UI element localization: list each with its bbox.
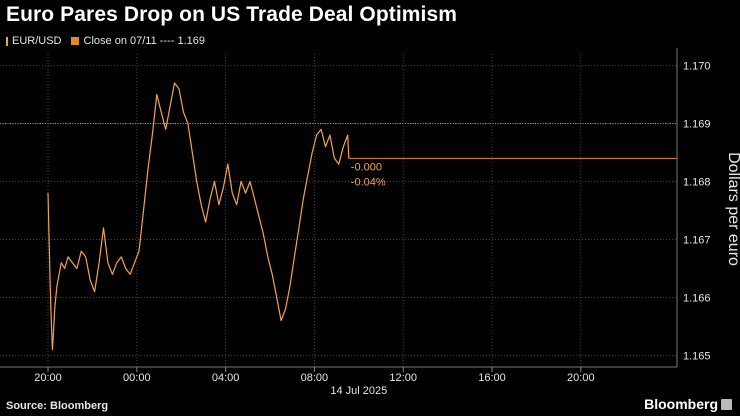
brand-mark-icon — [721, 398, 732, 410]
x-tick-label: 20:00 — [34, 372, 62, 384]
x-tick-label: 16:00 — [478, 372, 506, 384]
y-tick-label: 1.170 — [683, 61, 711, 73]
legend: EUR/USD Close on 07/11 ---- 1.169 — [6, 35, 214, 47]
legend-item-eurusd: EUR/USD — [6, 35, 62, 47]
x-tick-label: 20:00 — [567, 372, 595, 384]
x-date-label: 14 Jul 2025 — [330, 385, 387, 397]
legend-series-label: EUR/USD — [12, 35, 62, 47]
y-tick-label: 1.166 — [683, 292, 711, 304]
chart-title: Euro Pares Drop on US Trade Deal Optimis… — [6, 3, 458, 26]
brand-logo: Bloomberg — [644, 396, 732, 412]
x-tick-label: 12:00 — [389, 372, 417, 384]
change-annotation: -0.000 — [351, 161, 382, 173]
series-swatch — [6, 36, 8, 46]
series-line-eurusd — [47, 82, 350, 351]
x-tick-label: 00:00 — [123, 372, 151, 384]
legend-item-close: Close on 07/11 ---- 1.169 — [70, 35, 205, 47]
change-pct-annotation: -0.04% — [351, 176, 386, 188]
y-tick-label: 1.169 — [683, 119, 711, 131]
x-tick-label: 08:00 — [301, 372, 329, 384]
y-tick-label: 1.165 — [683, 350, 711, 362]
y-tick-label: 1.168 — [683, 177, 711, 189]
y-axis-title: Dollars per euro — [725, 152, 740, 266]
x-tick-label: 04:00 — [212, 372, 240, 384]
brand-name: Bloomberg — [644, 396, 718, 412]
close-swatch — [70, 37, 79, 45]
source-note: Source: Bloomberg — [6, 400, 109, 412]
y-tick-label: 1.167 — [683, 234, 711, 246]
legend-close-label: Close on 07/11 ---- 1.169 — [83, 35, 205, 47]
